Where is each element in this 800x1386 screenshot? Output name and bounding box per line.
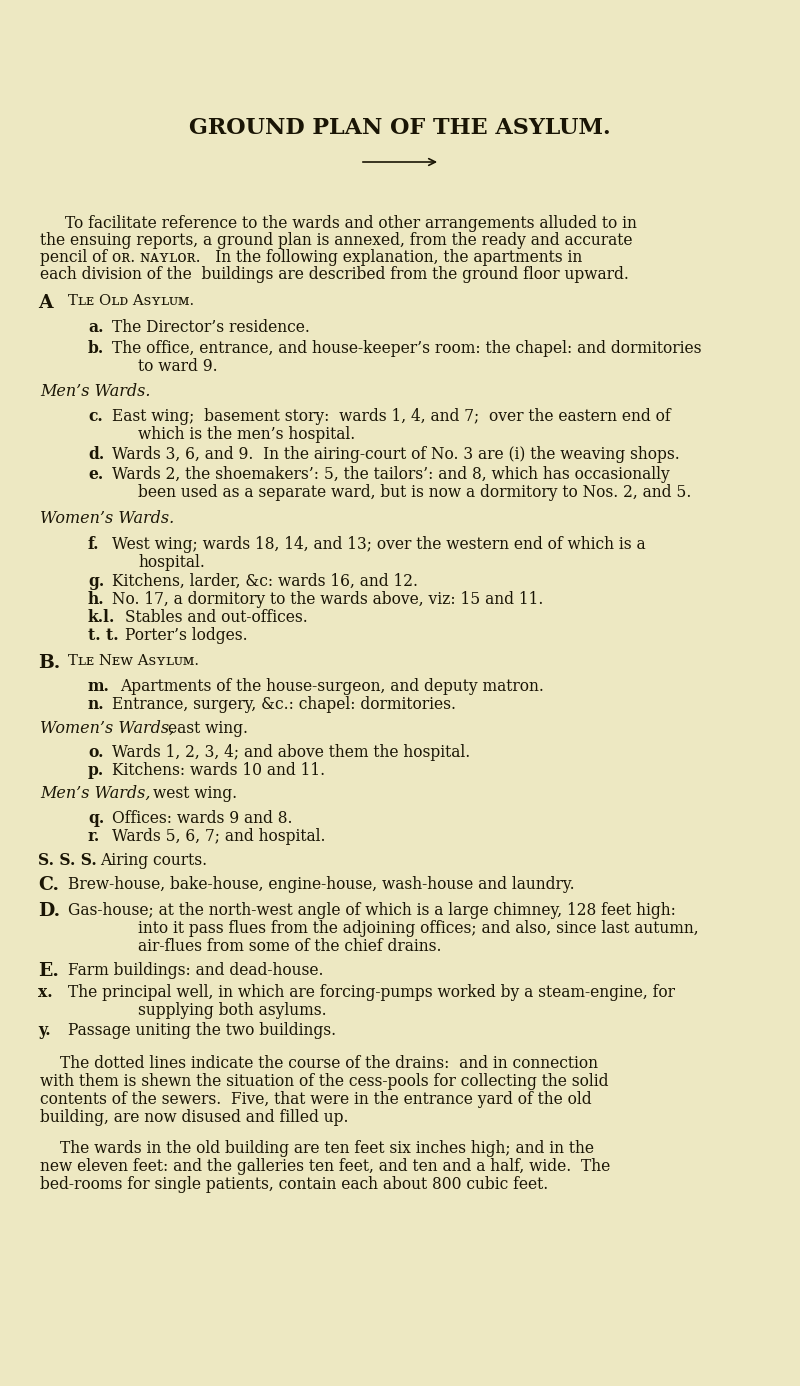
Text: each division of the  buildings are described from the ground floor upward.: each division of the buildings are descr… bbox=[40, 266, 629, 283]
Text: y.: y. bbox=[38, 1021, 50, 1040]
Text: The principal well, in which are forcing-pumps worked by a steam-engine, for: The principal well, in which are forcing… bbox=[68, 984, 675, 1001]
Text: Farm buildings: and dead-house.: Farm buildings: and dead-house. bbox=[68, 962, 323, 979]
Text: No. 17, a dormitory to the wards above, viz: 15 and 11.: No. 17, a dormitory to the wards above, … bbox=[112, 590, 543, 608]
Text: Stables and out-offices.: Stables and out-offices. bbox=[125, 608, 308, 626]
Text: Tʟᴇ Oʟᴅ Aѕʏʟᴜᴍ.: Tʟᴇ Oʟᴅ Aѕʏʟᴜᴍ. bbox=[68, 294, 194, 308]
Text: into it pass flues from the adjoining offices; and also, since last autumn,: into it pass flues from the adjoining of… bbox=[138, 920, 698, 937]
Text: Brew-house, bake-house, engine-house, wash-house and laundry.: Brew-house, bake-house, engine-house, wa… bbox=[68, 876, 574, 893]
Text: East wing;  basement story:  wards 1, 4, and 7;  over the eastern end of: East wing; basement story: wards 1, 4, a… bbox=[112, 407, 670, 426]
Text: Wards 2, the shoemakers’: 5, the tailors’: and 8, which has occasionally: Wards 2, the shoemakers’: 5, the tailors… bbox=[112, 466, 670, 482]
Text: t. t.: t. t. bbox=[88, 626, 118, 644]
Text: Offices: wards 9 and 8.: Offices: wards 9 and 8. bbox=[112, 809, 293, 827]
Text: A: A bbox=[38, 294, 53, 312]
Text: with them is shewn the situation of the cess-pools for collecting the solid: with them is shewn the situation of the … bbox=[40, 1073, 609, 1089]
Text: Apartments of the house-surgeon, and deputy matron.: Apartments of the house-surgeon, and dep… bbox=[120, 678, 544, 694]
Text: east wing.: east wing. bbox=[168, 719, 248, 737]
Text: o.: o. bbox=[88, 744, 103, 761]
Text: the ensuing reports, a ground plan is annexed, from the ready and accurate: the ensuing reports, a ground plan is an… bbox=[40, 231, 633, 249]
Text: Airing courts.: Airing courts. bbox=[100, 852, 207, 869]
Text: f.: f. bbox=[88, 536, 99, 553]
Text: b.: b. bbox=[88, 340, 104, 358]
Text: m.: m. bbox=[88, 678, 110, 694]
Text: r.: r. bbox=[88, 827, 100, 845]
Text: West wing; wards 18, 14, and 13; over the western end of which is a: West wing; wards 18, 14, and 13; over th… bbox=[112, 536, 646, 553]
Text: The office, entrance, and house-keeper’s room: the chapel: and dormitories: The office, entrance, and house-keeper’s… bbox=[112, 340, 702, 358]
Text: Men’s Wards,: Men’s Wards, bbox=[40, 784, 150, 802]
Text: Women’s Wards,: Women’s Wards, bbox=[40, 719, 174, 737]
Text: GROUND PLAN OF THE ASYLUM.: GROUND PLAN OF THE ASYLUM. bbox=[189, 116, 611, 139]
Text: supplying both asylums.: supplying both asylums. bbox=[138, 1002, 326, 1019]
Text: Kitchens, larder, &c: wards 16, and 12.: Kitchens, larder, &c: wards 16, and 12. bbox=[112, 572, 418, 590]
Text: D.: D. bbox=[38, 902, 60, 920]
Text: q.: q. bbox=[88, 809, 104, 827]
Text: new eleven feet: and the galleries ten feet, and ten and a half, wide.  The: new eleven feet: and the galleries ten f… bbox=[40, 1157, 610, 1175]
Text: h.: h. bbox=[88, 590, 105, 608]
Text: C.: C. bbox=[38, 876, 59, 894]
Text: The dotted lines indicate the course of the drains:  and in connection: The dotted lines indicate the course of … bbox=[60, 1055, 598, 1071]
Text: Wards 1, 2, 3, 4; and above them the hospital.: Wards 1, 2, 3, 4; and above them the hos… bbox=[112, 744, 470, 761]
Text: g.: g. bbox=[88, 572, 104, 590]
Text: E.: E. bbox=[38, 962, 59, 980]
Text: S. S. S.: S. S. S. bbox=[38, 852, 97, 869]
Text: p.: p. bbox=[88, 762, 104, 779]
Text: e.: e. bbox=[88, 466, 103, 482]
Text: Women’s Wards.: Women’s Wards. bbox=[40, 510, 174, 527]
Text: west wing.: west wing. bbox=[153, 784, 237, 802]
Text: k.l.: k.l. bbox=[88, 608, 115, 626]
Text: pencil of ᴏʀ. ɴᴀʏʟᴏʀ.   In the following explanation, the apartments in: pencil of ᴏʀ. ɴᴀʏʟᴏʀ. In the following e… bbox=[40, 249, 582, 266]
Text: x.: x. bbox=[38, 984, 53, 1001]
Text: been used as a separate ward, but is now a dormitory to Nos. 2, and 5.: been used as a separate ward, but is now… bbox=[138, 484, 691, 500]
Text: Wards 3, 6, and 9.  In the airing-court of No. 3 are (i) the weaving shops.: Wards 3, 6, and 9. In the airing-court o… bbox=[112, 446, 680, 463]
Text: a.: a. bbox=[88, 319, 103, 335]
Text: The Director’s residence.: The Director’s residence. bbox=[112, 319, 310, 335]
Text: contents of the sewers.  Five, that were in the entrance yard of the old: contents of the sewers. Five, that were … bbox=[40, 1091, 592, 1107]
Text: Kitchens: wards 10 and 11.: Kitchens: wards 10 and 11. bbox=[112, 762, 325, 779]
Text: Wards 5, 6, 7; and hospital.: Wards 5, 6, 7; and hospital. bbox=[112, 827, 326, 845]
Text: n.: n. bbox=[88, 696, 105, 712]
Text: Entrance, surgery, &c.: chapel: dormitories.: Entrance, surgery, &c.: chapel: dormitor… bbox=[112, 696, 456, 712]
Text: building, are now disused and filled up.: building, are now disused and filled up. bbox=[40, 1109, 349, 1125]
Text: which is the men’s hospital.: which is the men’s hospital. bbox=[138, 426, 355, 444]
Text: Passage uniting the two buildings.: Passage uniting the two buildings. bbox=[68, 1021, 336, 1040]
Text: hospital.: hospital. bbox=[138, 554, 205, 571]
Text: air-flues from some of the chief drains.: air-flues from some of the chief drains. bbox=[138, 938, 442, 955]
Text: To facilitate reference to the wards and other arrangements alluded to in: To facilitate reference to the wards and… bbox=[65, 215, 637, 231]
Text: Gas-house; at the north-west angle of which is a large chimney, 128 feet high:: Gas-house; at the north-west angle of wh… bbox=[68, 902, 676, 919]
Text: c.: c. bbox=[88, 407, 102, 426]
Text: Porter’s lodges.: Porter’s lodges. bbox=[125, 626, 248, 644]
Text: d.: d. bbox=[88, 446, 104, 463]
Text: to ward 9.: to ward 9. bbox=[138, 358, 218, 376]
Text: bed-rooms for single patients, contain each about 800 cubic feet.: bed-rooms for single patients, contain e… bbox=[40, 1175, 548, 1193]
Text: B.: B. bbox=[38, 654, 60, 672]
Text: Men’s Wards.: Men’s Wards. bbox=[40, 383, 150, 401]
Text: The wards in the old building are ten feet six inches high; and in the: The wards in the old building are ten fe… bbox=[60, 1141, 594, 1157]
Text: Tʟᴇ Nᴇᴡ Aѕʏʟᴜᴍ.: Tʟᴇ Nᴇᴡ Aѕʏʟᴜᴍ. bbox=[68, 654, 199, 668]
